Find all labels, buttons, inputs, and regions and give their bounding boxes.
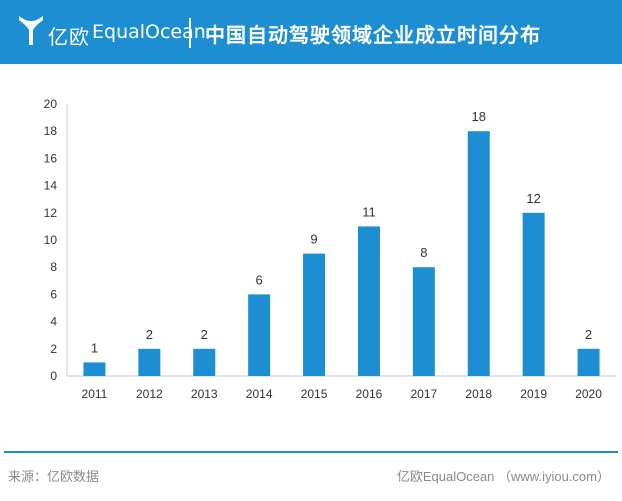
y-tick-label: 18 (44, 124, 58, 138)
x-tick-label-2014: 2014 (246, 387, 273, 401)
header-banner: 亿欧 EqualOcean 中国自动驾驶领域企业成立时间分布 (0, 0, 622, 64)
header-divider (189, 18, 191, 48)
footer-divider (4, 451, 618, 453)
logo-english-text: EqualOcean (92, 21, 206, 43)
bar-2014 (248, 294, 271, 376)
x-tick-label-2013: 2013 (191, 387, 218, 401)
x-tick-label-2020: 2020 (575, 387, 602, 401)
y-tick-label: 16 (44, 151, 58, 165)
x-tick-label-2019: 2019 (520, 387, 547, 401)
x-tick-label-2017: 2017 (410, 387, 437, 401)
bar-chart: 0 2 4 6 8 10 12 14 16 18 20 1 2011 2 2012 2 2013 6 2014 9 2… (44, 97, 616, 401)
bar-2011 (83, 362, 106, 376)
source-note: 来源：亿欧数据 (8, 469, 100, 484)
bar-2012 (138, 348, 161, 376)
data-label-2016: 11 (362, 204, 376, 219)
credit-note: 亿欧EqualOcean （www.iyiou.com） (396, 469, 610, 484)
bar-2019 (522, 212, 545, 376)
equalocean-logo-icon (19, 16, 43, 45)
y-tick-label: 8 (50, 260, 57, 274)
x-tick-label-2012: 2012 (136, 387, 163, 401)
bar-2018 (467, 131, 490, 376)
x-tick-label-2011: 2011 (82, 387, 108, 401)
data-label-2017: 8 (420, 245, 427, 260)
y-tick-label: 10 (44, 233, 58, 247)
data-label-2015: 9 (310, 232, 317, 247)
y-tick-label: 6 (50, 287, 57, 301)
y-tick-label: 12 (44, 206, 58, 220)
data-label-2019: 12 (526, 191, 540, 206)
data-label-2011: 1 (91, 340, 98, 355)
logo-chinese-text: 亿欧 (48, 27, 90, 49)
bar-2020 (577, 348, 600, 376)
y-tick-label: 4 (50, 315, 57, 329)
page-title: 中国自动驾驶领域企业成立时间分布 (205, 25, 541, 47)
bar-2017 (412, 267, 435, 376)
data-label-2013: 2 (201, 327, 208, 342)
bar-2016 (357, 226, 380, 376)
x-tick-label-2016: 2016 (356, 387, 383, 401)
bar-2015 (303, 253, 326, 376)
data-label-2014: 6 (256, 272, 263, 287)
y-tick-label: 14 (44, 179, 58, 193)
data-label-2020: 2 (585, 327, 592, 342)
x-tick-label-2018: 2018 (465, 387, 492, 401)
x-tick-label-2015: 2015 (301, 387, 328, 401)
bar-2013 (193, 348, 216, 376)
y-tick-label: 20 (44, 97, 58, 111)
data-label-2018: 18 (472, 109, 486, 124)
y-tick-label: 0 (50, 369, 57, 383)
y-tick-label: 2 (50, 342, 57, 356)
data-label-2012: 2 (146, 327, 153, 342)
